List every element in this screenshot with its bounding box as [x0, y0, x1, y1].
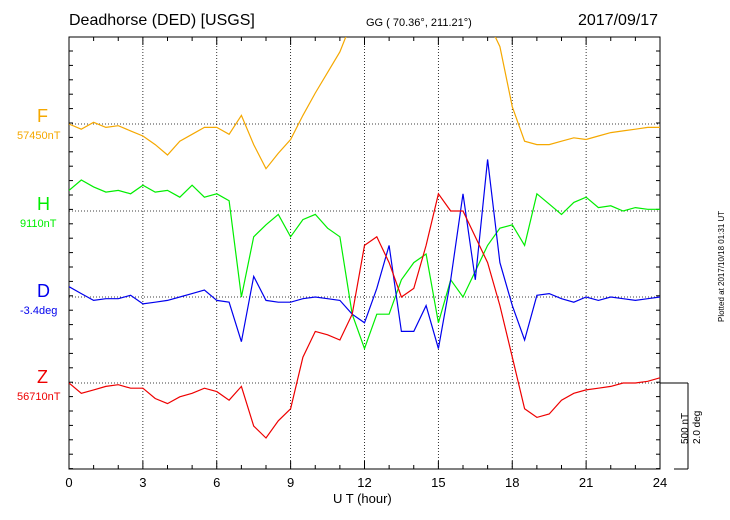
x-tick-label: 0	[65, 475, 72, 490]
component-label-d: D	[37, 281, 50, 301]
scale-bar-deg-label: 2.0 deg	[692, 410, 703, 444]
x-tick-label: 12	[357, 475, 371, 490]
component-label-z: Z	[37, 367, 48, 387]
series-line-z	[69, 192, 660, 439]
baseline-z: 56710nT	[17, 391, 61, 403]
plotted-timestamp: Plotted at 2017/10/18 01:31 UT	[717, 210, 726, 322]
station-coordinates: GG ( 70.36°, 211.21°)	[366, 17, 472, 29]
x-tick-label: 3	[139, 475, 146, 490]
baseline-d: -3.4deg	[20, 305, 58, 317]
x-tick-label: 24	[653, 475, 667, 490]
plot-date: 2017/09/17	[578, 12, 659, 29]
x-tick-label: 15	[431, 475, 445, 490]
x-tick-label: 6	[213, 475, 220, 490]
series-line-h	[69, 179, 660, 351]
scale-bar-nt-label: 500 nT	[680, 412, 691, 444]
x-axis-label: U T (hour)	[333, 491, 392, 506]
x-tick-label: 21	[579, 475, 593, 490]
component-label-f: F	[37, 106, 48, 126]
x-tick-label: 9	[287, 475, 294, 490]
baseline-f: 57450nT	[17, 130, 61, 142]
component-label-h: H	[37, 194, 50, 214]
series-line-f	[69, 37, 660, 170]
station-title: Deadhorse (DED) [USGS]	[69, 12, 255, 29]
baseline-h: 9110nT	[20, 218, 57, 230]
x-tick-label: 18	[505, 475, 519, 490]
series-line-d	[69, 159, 660, 349]
